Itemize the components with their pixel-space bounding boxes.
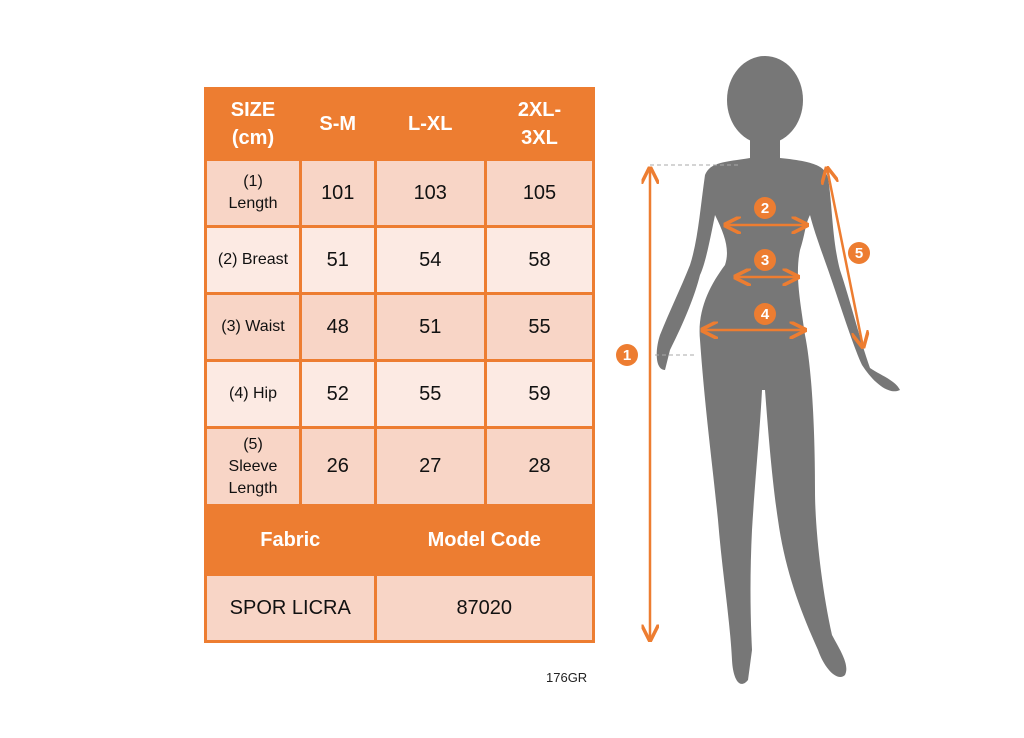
cell: 101 — [299, 158, 377, 228]
sleeve-arrow — [827, 168, 863, 347]
header-l-xl: L-XL — [373, 87, 487, 161]
guide-lines — [650, 164, 740, 356]
row-label: (5) Sleeve Length — [204, 426, 302, 507]
model-code-value: 87020 — [373, 573, 595, 643]
fabric-header-row: Fabric Model Code — [204, 504, 595, 576]
table-row: (3) Waist 48 51 55 — [204, 292, 595, 362]
cell: 54 — [373, 225, 487, 295]
cell: 103 — [373, 158, 487, 228]
marker-3: 3 — [761, 252, 769, 269]
cell: 105 — [484, 158, 595, 228]
cell: 55 — [484, 292, 595, 362]
cell: 52 — [299, 359, 377, 429]
weight-footnote: 176GR — [546, 670, 588, 685]
silhouette-icon — [656, 56, 900, 684]
cell: 59 — [484, 359, 595, 429]
table-row: (1) Length 101 103 105 — [204, 158, 595, 228]
fabric-label: Fabric — [204, 504, 377, 576]
table-row: (2) Breast 51 54 58 — [204, 225, 595, 295]
cell: 27 — [373, 426, 487, 507]
row-label: (4) Hip — [204, 359, 302, 429]
cell: 55 — [373, 359, 487, 429]
cell: 58 — [484, 225, 595, 295]
row-label: (2) Breast — [204, 225, 302, 295]
fabric-value: SPOR LICRA — [204, 573, 377, 643]
marker-2: 2 — [761, 200, 769, 217]
cell: 26 — [299, 426, 377, 507]
row-label: (1) Length — [204, 158, 302, 228]
table-row: (5) Sleeve Length 26 27 28 — [204, 426, 595, 507]
cell: 28 — [484, 426, 595, 507]
marker-4: 4 — [761, 306, 770, 323]
cell: 51 — [299, 225, 377, 295]
row-label: (3) Waist — [204, 292, 302, 362]
model-code-label: Model Code — [373, 504, 595, 576]
fabric-value-row: SPOR LICRA 87020 — [204, 573, 595, 643]
header-text: 2XL- 3XL — [517, 99, 562, 149]
header-2xl-3xl: 2XL- 3XL — [484, 87, 595, 161]
header-s-m: S-M — [299, 87, 377, 161]
marker-5: 5 — [855, 245, 863, 262]
size-chart-table: SIZE (cm) S-M L-XL 2XL- 3XL (1) Length 1… — [204, 87, 595, 643]
cell: 51 — [373, 292, 487, 362]
table-header-row: SIZE (cm) S-M L-XL 2XL- 3XL — [204, 87, 595, 161]
cell: 48 — [299, 292, 377, 362]
marker-1: 1 — [623, 347, 631, 364]
body-silhouette-diagram: 1 2 3 4 5 — [616, 56, 900, 684]
header-text: SIZE (cm) — [230, 99, 276, 149]
table-row: (4) Hip 52 55 59 — [204, 359, 595, 429]
header-size: SIZE (cm) — [204, 87, 302, 161]
measurement-arrows — [650, 168, 863, 640]
